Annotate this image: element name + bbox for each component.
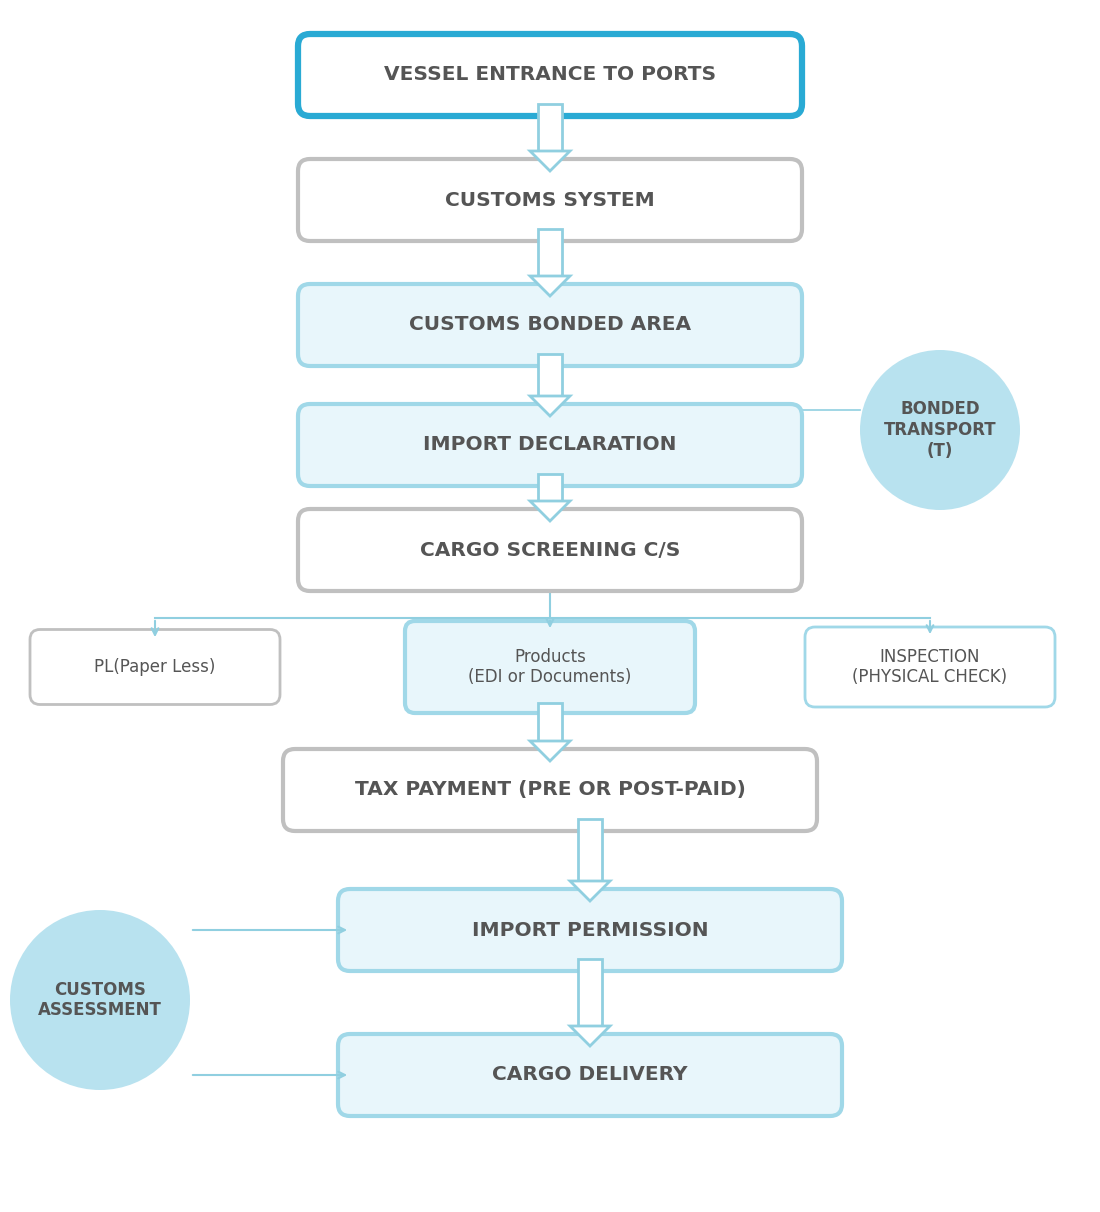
Polygon shape xyxy=(570,1027,611,1046)
FancyBboxPatch shape xyxy=(298,159,802,241)
Text: INSPECTION
(PHYSICAL CHECK): INSPECTION (PHYSICAL CHECK) xyxy=(852,647,1008,686)
FancyBboxPatch shape xyxy=(298,34,802,116)
Text: CARGO SCREENING C/S: CARGO SCREENING C/S xyxy=(420,541,680,560)
FancyBboxPatch shape xyxy=(338,888,842,971)
Text: CUSTOMS
ASSESSMENT: CUSTOMS ASSESSMENT xyxy=(39,981,162,1019)
Text: PL(Paper Less): PL(Paper Less) xyxy=(95,658,216,676)
Polygon shape xyxy=(570,881,611,901)
FancyBboxPatch shape xyxy=(283,749,817,831)
Polygon shape xyxy=(530,276,570,296)
Polygon shape xyxy=(538,229,562,276)
FancyBboxPatch shape xyxy=(805,627,1055,707)
Polygon shape xyxy=(530,396,570,416)
FancyBboxPatch shape xyxy=(338,1034,842,1116)
FancyBboxPatch shape xyxy=(298,284,802,366)
Circle shape xyxy=(860,350,1020,510)
Text: BONDED
TRANSPORT
(T): BONDED TRANSPORT (T) xyxy=(883,400,997,459)
Polygon shape xyxy=(530,741,570,761)
Polygon shape xyxy=(538,703,562,741)
Text: TAX PAYMENT (PRE OR POST-PAID): TAX PAYMENT (PRE OR POST-PAID) xyxy=(354,781,746,800)
FancyBboxPatch shape xyxy=(298,509,802,591)
Polygon shape xyxy=(538,474,562,501)
Text: CUSTOMS BONDED AREA: CUSTOMS BONDED AREA xyxy=(409,315,691,335)
Text: CUSTOMS SYSTEM: CUSTOMS SYSTEM xyxy=(446,190,654,210)
Polygon shape xyxy=(578,959,602,1027)
Circle shape xyxy=(10,910,190,1090)
Polygon shape xyxy=(578,819,602,881)
Text: IMPORT DECLARATION: IMPORT DECLARATION xyxy=(424,435,676,454)
Text: CARGO DELIVERY: CARGO DELIVERY xyxy=(493,1065,688,1085)
Polygon shape xyxy=(538,354,562,396)
Polygon shape xyxy=(538,104,562,152)
FancyBboxPatch shape xyxy=(30,629,280,704)
Polygon shape xyxy=(530,152,570,171)
Text: VESSEL ENTRANCE TO PORTS: VESSEL ENTRANCE TO PORTS xyxy=(384,65,716,85)
Text: Products
(EDI or Documents): Products (EDI or Documents) xyxy=(469,647,631,686)
FancyBboxPatch shape xyxy=(298,404,802,486)
FancyBboxPatch shape xyxy=(405,621,695,713)
Polygon shape xyxy=(530,501,570,521)
Text: IMPORT PERMISSION: IMPORT PERMISSION xyxy=(472,920,708,939)
